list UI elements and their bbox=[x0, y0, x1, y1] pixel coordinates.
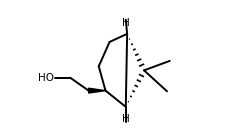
Text: HO: HO bbox=[38, 73, 54, 83]
Text: H: H bbox=[122, 114, 130, 124]
Text: H: H bbox=[122, 18, 130, 28]
Polygon shape bbox=[89, 88, 106, 93]
